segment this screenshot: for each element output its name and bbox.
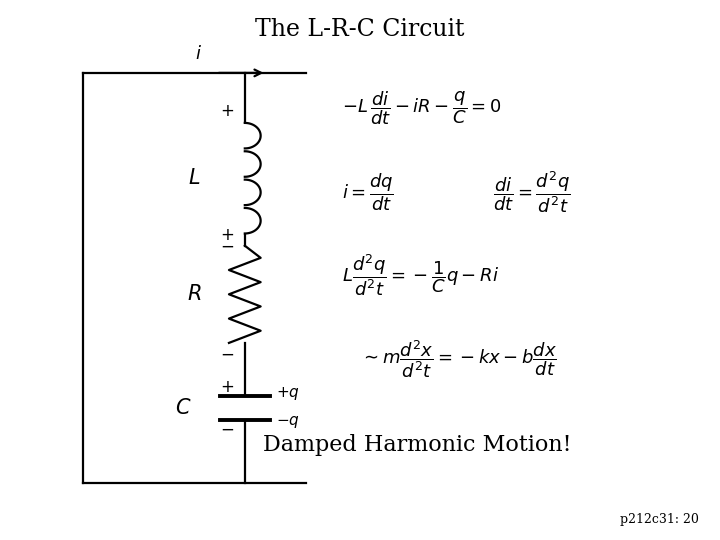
Text: $+$: $+$ xyxy=(220,226,234,244)
Text: $-$: $-$ xyxy=(220,237,234,255)
Text: $+q$: $+q$ xyxy=(276,384,300,402)
Text: $-$: $-$ xyxy=(220,345,234,363)
Text: $\dfrac{di}{dt}=\dfrac{d^2q}{d^2t}$: $\dfrac{di}{dt}=\dfrac{d^2q}{d^2t}$ xyxy=(493,169,571,214)
Text: $i=\dfrac{dq}{dt}$: $i=\dfrac{dq}{dt}$ xyxy=(342,171,394,213)
Text: $i$: $i$ xyxy=(194,45,202,63)
Text: $-q$: $-q$ xyxy=(276,414,300,430)
Text: Damped Harmonic Motion!: Damped Harmonic Motion! xyxy=(264,435,572,456)
Text: $-$: $-$ xyxy=(220,419,234,437)
Text: $R$: $R$ xyxy=(187,284,202,305)
Text: The L-R-C Circuit: The L-R-C Circuit xyxy=(256,18,464,41)
Text: $L\dfrac{d^2q}{d^2t}=-\dfrac{1}{C}q-Ri$: $L\dfrac{d^2q}{d^2t}=-\dfrac{1}{C}q-Ri$ xyxy=(342,253,499,298)
Text: $-L\,\dfrac{di}{dt}-iR-\dfrac{q}{C}=0$: $-L\,\dfrac{di}{dt}-iR-\dfrac{q}{C}=0$ xyxy=(342,89,501,127)
Text: $L$: $L$ xyxy=(188,168,201,188)
Text: $+$: $+$ xyxy=(220,378,234,396)
Text: $\sim m\dfrac{d^2x}{d^2t}=-kx-b\dfrac{dx}{dt}$: $\sim m\dfrac{d^2x}{d^2t}=-kx-b\dfrac{dx… xyxy=(360,338,557,380)
Text: p212c31: 20: p212c31: 20 xyxy=(619,514,698,526)
Text: $C$: $C$ xyxy=(176,397,192,418)
Text: $+$: $+$ xyxy=(220,102,234,120)
